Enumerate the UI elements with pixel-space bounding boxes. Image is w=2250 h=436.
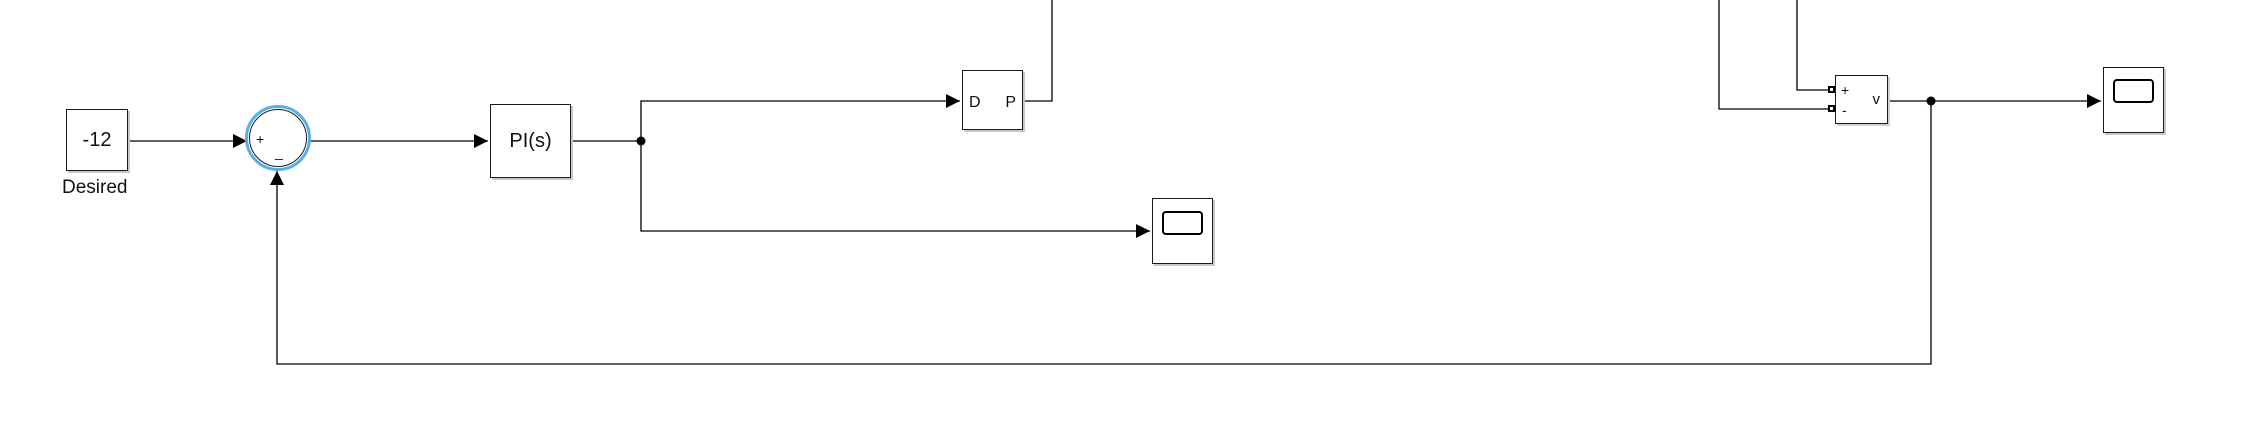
signal-line-dp-output[interactable]: [1023, 0, 1053, 102]
constant-value: -12: [82, 129, 112, 151]
sum-block-selection-ring: [245, 105, 311, 171]
signal-line-feedback[interactable]: [270, 101, 1932, 365]
sum-minus-sign: _: [275, 144, 283, 160]
voltage-sensor-block[interactable]: + - v: [1828, 75, 1888, 124]
signal-line-branch-to-scope-lower[interactable]: [640, 141, 1150, 238]
sensor-port-minus-icon: [1828, 105, 1835, 112]
scope-right[interactable]: [2103, 67, 2164, 133]
scope-right-screen-icon: [2113, 79, 2154, 103]
constant-caption: Desired: [62, 177, 128, 198]
sensor-output-label: v: [1872, 91, 1881, 108]
signal-line-branch-to-dp[interactable]: [640, 94, 960, 141]
signal-line-to-sensor-minus[interactable]: [1718, 0, 1833, 110]
dp-block[interactable]: D P: [962, 70, 1023, 130]
dp-right-port-label: P: [1005, 94, 1016, 111]
signal-line-to-sensor-plus[interactable]: [1796, 0, 1833, 91]
pi-controller-label: PI(s): [509, 130, 552, 152]
sensor-minus-label: -: [1842, 102, 1847, 118]
sensor-port-plus-icon: [1828, 86, 1835, 93]
scope-lower-screen-icon: [1162, 211, 1203, 235]
branch-point-sensor: [1926, 96, 1936, 106]
pi-controller-block[interactable]: PI(s): [490, 104, 571, 178]
constant-block[interactable]: -12: [66, 109, 128, 171]
dp-left-port-label: D: [969, 94, 981, 111]
sensor-plus-label: +: [1841, 82, 1850, 98]
sum-block[interactable]: + _: [249, 109, 307, 167]
branch-point-pi: [636, 136, 646, 146]
scope-lower[interactable]: [1152, 198, 1213, 264]
sum-plus-sign: +: [256, 131, 265, 147]
